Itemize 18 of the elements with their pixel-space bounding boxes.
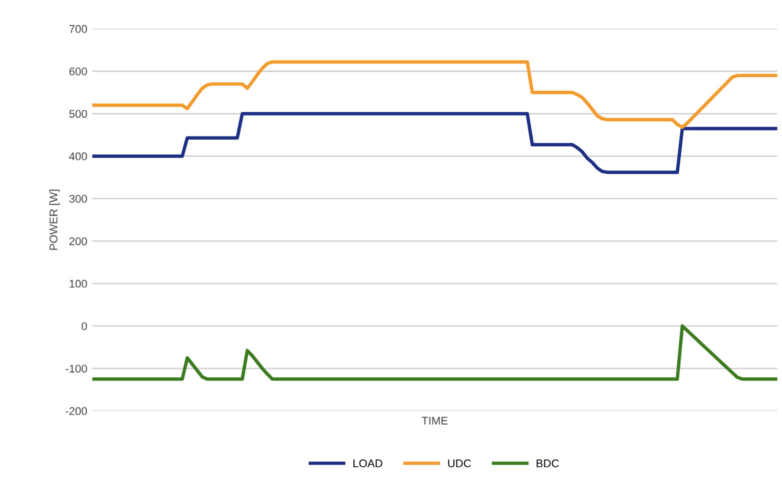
y-tick-label: -100: [66, 364, 87, 373]
y-tick-label: 600: [69, 68, 87, 76]
x-axis-title: TIME: [422, 416, 448, 425]
y-tick-label: 200: [69, 237, 87, 246]
y-tick-label: -200: [66, 407, 87, 416]
y-tick-label: 500: [69, 110, 87, 118]
y-tick-label: 300: [69, 194, 87, 203]
legend-label: UDC: [448, 459, 471, 468]
legend-label: BDC: [536, 459, 559, 468]
line-series: [92, 112, 778, 174]
line-series: [92, 324, 778, 381]
y-tick-label: 400: [69, 152, 87, 160]
y-tick-label: 0: [82, 322, 87, 330]
line-series: [92, 60, 778, 129]
y-tick-label: 100: [70, 280, 87, 288]
y-axis-title: POWER [W]: [49, 190, 60, 250]
y-tick-label: 700: [69, 25, 87, 33]
legend-label: LOAD: [353, 459, 382, 468]
